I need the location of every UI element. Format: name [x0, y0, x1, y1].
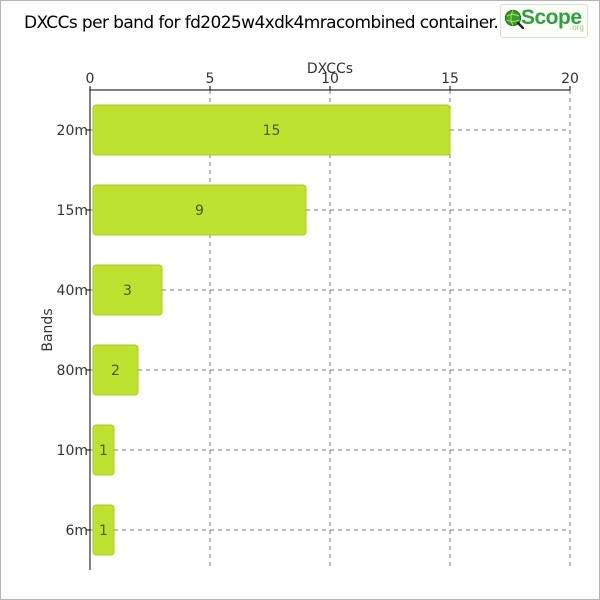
y-axis-title: Bands [40, 308, 56, 351]
x-tick-label: 0 [86, 71, 95, 87]
bar-6m [92, 504, 115, 556]
grid-lines [90, 90, 571, 570]
logo-text: Scope [521, 6, 582, 29]
y-tick-label: 6m [65, 523, 88, 539]
x-axis-title: DXCCs [307, 61, 353, 77]
x-tick-label: 5 [206, 71, 215, 87]
y-tick-label: 10m [57, 443, 88, 459]
bar-value-label: 3 [123, 283, 132, 299]
bar-15m [92, 184, 307, 236]
bar-value-label: 1 [99, 523, 108, 539]
y-tick-label: 15m [57, 203, 88, 219]
x-tick-label: 20 [561, 71, 579, 87]
bar-20m [92, 104, 451, 156]
bar-80m [92, 344, 139, 396]
x-tick-label: 15 [441, 71, 459, 87]
x-tick-label: 10 [321, 71, 339, 87]
y-tick-label: 80m [57, 363, 88, 379]
y-tick-label: 20m [57, 123, 88, 139]
bar-value-label: 2 [111, 363, 120, 379]
bar-40m [92, 264, 163, 316]
y-tick-label: 40m [57, 283, 88, 299]
bar-value-label: 15 [263, 123, 281, 139]
chart-title: DXCCs per band for fd2025w4xdk4mracombin… [24, 13, 499, 33]
qscope-logo: Scope .org [500, 4, 588, 38]
magnifier-globe-icon [504, 9, 524, 29]
bars: 15 9 3 2 1 1 [92, 104, 451, 556]
bar-value-label: 9 [195, 203, 204, 219]
bar-value-label: 1 [99, 443, 108, 459]
logo-suffix: .org [570, 23, 584, 32]
axes: 20m 15m 40m 80m 10m 6m 0 5 10 15 20 [57, 71, 579, 570]
bar-10m [92, 424, 115, 476]
